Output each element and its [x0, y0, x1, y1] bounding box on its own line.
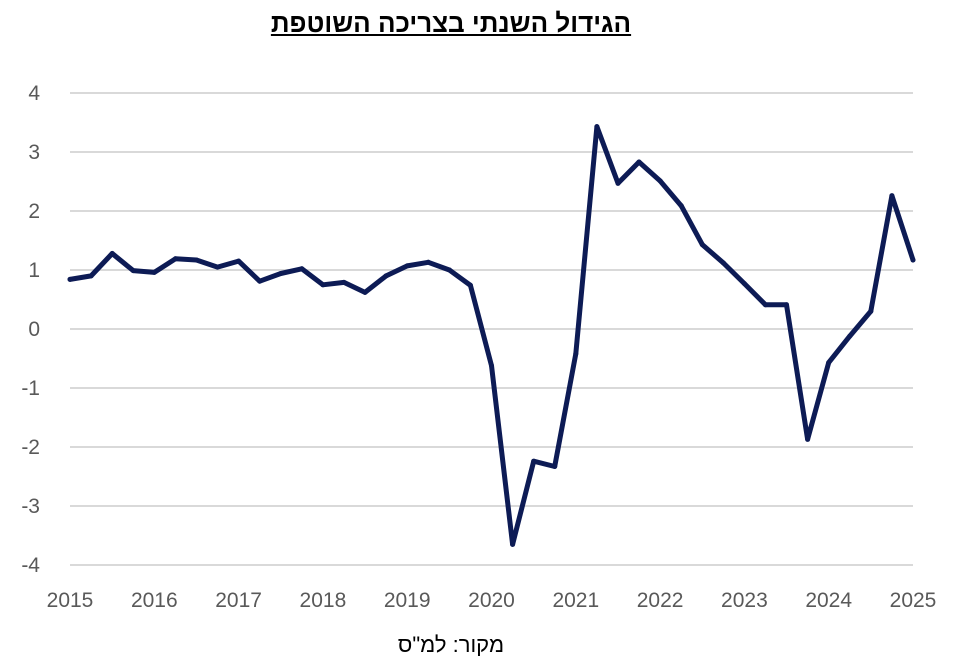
data-point [362, 289, 368, 295]
data-point [826, 360, 832, 366]
y-tick-label: -1 [21, 377, 40, 400]
data-point [552, 464, 558, 469]
data-point [236, 258, 242, 264]
data-point [741, 281, 747, 287]
data-point [678, 203, 684, 209]
data-point [425, 259, 431, 265]
data-point [699, 242, 705, 248]
data-point [215, 264, 220, 270]
y-tick-label: 0 [28, 318, 40, 341]
data-point [88, 273, 94, 279]
data-point [109, 251, 115, 256]
x-tick-label: 2019 [384, 589, 431, 612]
y-tick-label: 2 [28, 200, 40, 223]
data-point [615, 180, 621, 186]
data-point [720, 260, 726, 266]
data-point [446, 267, 452, 273]
data-point [784, 302, 789, 308]
data-point [278, 271, 284, 276]
data-point [636, 159, 642, 165]
data-point [868, 308, 874, 314]
series-group [67, 124, 916, 547]
data-point [467, 282, 473, 288]
data-point [320, 282, 326, 288]
data-point [510, 541, 516, 547]
data-point [763, 302, 768, 308]
chart-title: הגידול השנתי בצריכה השוטפת [270, 8, 632, 38]
source-note: מקור: למ"ס [397, 632, 505, 657]
data-point [657, 178, 663, 184]
data-point [299, 266, 305, 272]
x-tick-label: 2022 [637, 589, 684, 612]
data-point [383, 273, 389, 279]
x-tick-label: 2018 [300, 589, 347, 612]
data-point [573, 351, 579, 357]
data-point [172, 256, 178, 262]
data-point [341, 279, 347, 285]
x-tick-label: 2016 [131, 589, 178, 612]
data-point [67, 276, 73, 282]
y-tick-label: -4 [21, 554, 40, 577]
y-tick-label: -2 [21, 436, 40, 459]
x-axis-ticks: 2015 2016 2017 2018 2019 2020 2021 2022 2023 2024… [47, 589, 937, 612]
y-axis-ticks: 4 3 2 1 0 -1 -2 -3 -4 [21, 82, 40, 577]
x-tick-label: 2023 [721, 589, 768, 612]
x-tick-label: 2020 [468, 589, 515, 612]
data-point [130, 268, 136, 274]
y-tick-label: 3 [28, 141, 40, 164]
data-point [910, 257, 916, 263]
data-point [257, 278, 263, 284]
data-point [489, 363, 494, 369]
x-tick-label: 2025 [890, 589, 937, 612]
series-line [67, 124, 916, 547]
gridlines [70, 92, 913, 566]
data-point [404, 263, 410, 269]
data-point [889, 193, 895, 199]
data-point [193, 257, 199, 263]
data-point [805, 436, 811, 442]
y-tick-label: 4 [28, 82, 40, 105]
data-point [594, 124, 600, 130]
data-point [847, 333, 853, 339]
x-tick-label: 2015 [47, 589, 94, 612]
y-tick-label: -3 [21, 495, 40, 518]
data-point [531, 458, 537, 464]
x-tick-label: 2017 [215, 589, 262, 612]
x-tick-label: 2024 [805, 589, 852, 612]
data-point [151, 269, 157, 275]
x-tick-label: 2021 [552, 589, 599, 612]
y-tick-label: 1 [28, 259, 40, 282]
